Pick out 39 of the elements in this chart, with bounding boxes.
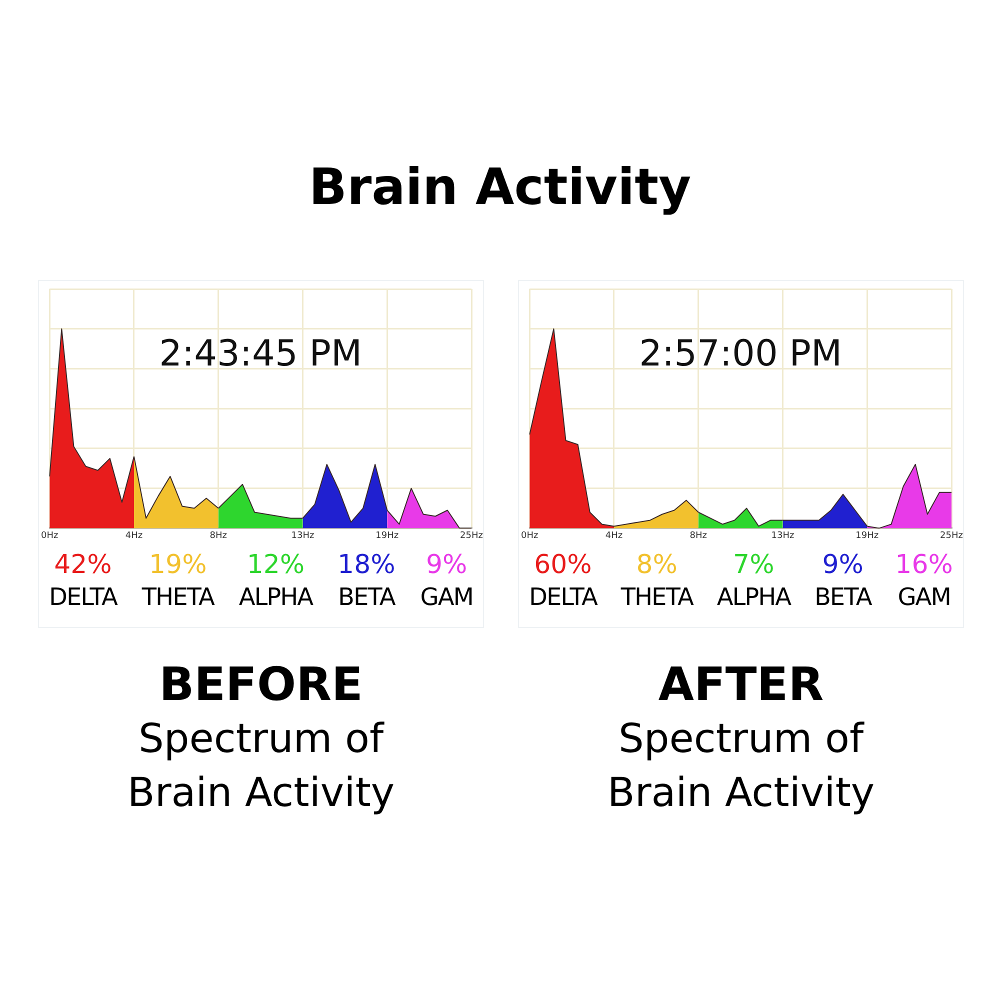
x-tick-label: 13Hz — [291, 530, 315, 541]
text: DELTA — [529, 582, 597, 613]
x-tick-label: 4Hz — [125, 530, 143, 541]
text: 12% — [246, 549, 306, 581]
text: Spectrum of Brain Activity — [606, 715, 876, 818]
text: BETA — [814, 582, 872, 613]
x-tick-label: 19Hz — [856, 530, 879, 541]
chart-title: Brain Activity — [308, 158, 692, 216]
text: ALPHA — [716, 582, 791, 613]
text: Spectrum of Brain Activity — [126, 715, 396, 818]
text: AFTER — [657, 656, 825, 712]
text: 19% — [148, 549, 208, 581]
text: 7% — [732, 549, 776, 581]
text: 9% — [821, 549, 864, 581]
text: 9% — [424, 549, 468, 581]
x-tick-label: 25Hz — [940, 530, 964, 541]
x-tick-label: 19Hz — [376, 530, 399, 541]
text: 8% — [635, 549, 678, 581]
text: BETA — [338, 582, 396, 613]
text: GAM — [420, 582, 473, 613]
text: 60% — [533, 549, 593, 581]
text: THETA — [620, 582, 693, 613]
text: ALPHA — [238, 582, 313, 613]
text: GAM — [896, 582, 952, 613]
x-tick-label: 25Hz — [460, 530, 484, 541]
x-tick-label: 13Hz — [771, 530, 795, 541]
text: 16% — [895, 549, 953, 581]
x-tick-label: 8Hz — [210, 530, 228, 541]
text: THETA — [142, 582, 214, 613]
x-tick-label: 8Hz — [690, 530, 708, 541]
text: 18% — [338, 549, 396, 581]
text: 42% — [53, 549, 113, 581]
x-tick-label: 4Hz — [605, 530, 623, 541]
annotation: 2:43:45 PM — [159, 333, 362, 374]
annotation: 2:57:00 PM — [639, 333, 842, 374]
text: DELTA — [49, 582, 117, 613]
text: BEFORE — [158, 656, 364, 712]
x-tick-label: 0Hz — [521, 530, 538, 541]
x-tick-label: 0Hz — [41, 530, 58, 541]
